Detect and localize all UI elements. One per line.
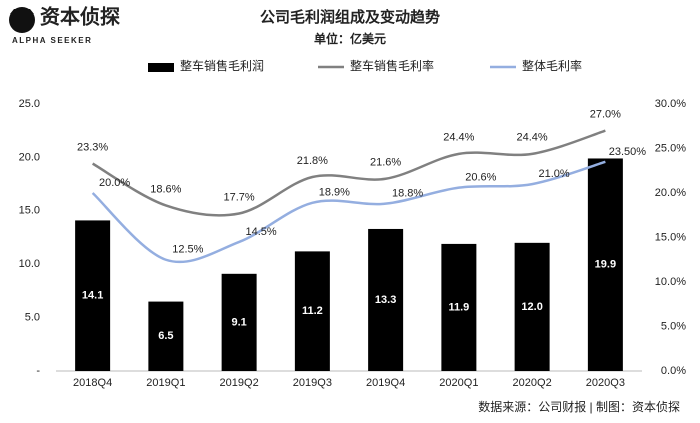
bar-value-label: 11.9 — [448, 301, 469, 313]
logo-name: 资本侦探 — [40, 4, 120, 28]
y2-tick-label: 15.0% — [655, 231, 686, 243]
line-value-label: 21.0% — [539, 168, 570, 180]
x-tick-label: 2019Q1 — [146, 377, 185, 389]
line — [91, 160, 606, 264]
bar-value-label: 13.3 — [375, 294, 396, 306]
y2-tick-label: 10.0% — [655, 276, 686, 288]
y-tick-label: 15.0 — [19, 205, 40, 217]
x-tick-label: 2019Q2 — [220, 377, 259, 389]
bar-value-label: 14.1 — [82, 290, 103, 302]
line — [92, 129, 606, 217]
y-tick-label: 5.0 — [25, 312, 40, 324]
chart-title: 公司毛利润组成及变动趋势 — [260, 8, 440, 26]
bar — [368, 228, 404, 371]
line-value-label: 14.5% — [246, 226, 277, 238]
line-value-label: 23.50% — [609, 146, 647, 158]
line-value-label: 27.0% — [590, 109, 621, 121]
y2-tick-label: 20.0% — [655, 187, 686, 199]
line-value-label: 18.8% — [392, 188, 423, 200]
bar-value-label: 11.2 — [302, 305, 323, 317]
logo: 资本侦探 ALPHA SEEKER — [9, 4, 120, 45]
logo-tagline: ALPHA SEEKER — [12, 36, 92, 45]
bar — [514, 242, 550, 371]
x-tick-label: 2020Q2 — [513, 377, 552, 389]
legend-label: 整车销售毛利率 — [350, 58, 434, 73]
x-tick-label: 2018Q4 — [73, 377, 112, 389]
bar — [294, 251, 330, 371]
logo-hat — [10, 9, 34, 14]
chart-subtitle: 单位：亿美元 — [314, 31, 386, 46]
bar — [221, 273, 257, 371]
line-value-label: 12.5% — [172, 244, 203, 256]
x-tick-label: 2020Q3 — [586, 377, 625, 389]
bar — [148, 301, 184, 371]
source-note: 数据来源：公司财报 | 制图：资本侦探 — [478, 399, 680, 414]
y-tick-label: 20.0 — [19, 151, 40, 163]
bar-value-label: 19.9 — [595, 259, 616, 271]
line-value-label: 17.7% — [224, 191, 255, 203]
line-value-label: 18.6% — [150, 183, 181, 195]
y2-tick-label: 0.0% — [661, 365, 686, 377]
y-tick-label: 10.0 — [19, 258, 40, 270]
bar-value-label: 12.0 — [521, 301, 542, 313]
y2-tick-label: 25.0% — [655, 142, 686, 154]
line-value-label: 24.4% — [443, 132, 474, 144]
legend-label: 整车销售毛利润 — [180, 58, 264, 73]
bar-value-label: 9.1 — [231, 316, 246, 328]
line-value-label: 21.6% — [370, 157, 401, 169]
line-value-label: 24.4% — [517, 132, 548, 144]
line-value-label: 20.6% — [465, 172, 496, 184]
bar — [441, 243, 477, 371]
y2-tick-label: 30.0% — [655, 98, 686, 110]
x-tick-label: 2019Q3 — [293, 377, 332, 389]
line-value-label: 23.3% — [77, 142, 108, 154]
y-tick-label: 25.0 — [19, 98, 40, 110]
line-value-label: 18.9% — [319, 187, 350, 199]
bar-value-label: 6.5 — [158, 330, 173, 342]
line-value-label: 21.8% — [297, 155, 328, 167]
y2-tick-label: 5.0% — [661, 320, 686, 332]
bar — [75, 220, 111, 371]
x-tick-label: 2020Q1 — [439, 377, 478, 389]
legend-label: 整体毛利率 — [522, 58, 582, 73]
y-tick-label: - — [36, 365, 40, 377]
bar — [587, 158, 623, 371]
legend-swatch — [148, 63, 174, 72]
x-tick-label: 2019Q4 — [366, 377, 405, 389]
line-value-label: 20.0% — [99, 177, 130, 189]
